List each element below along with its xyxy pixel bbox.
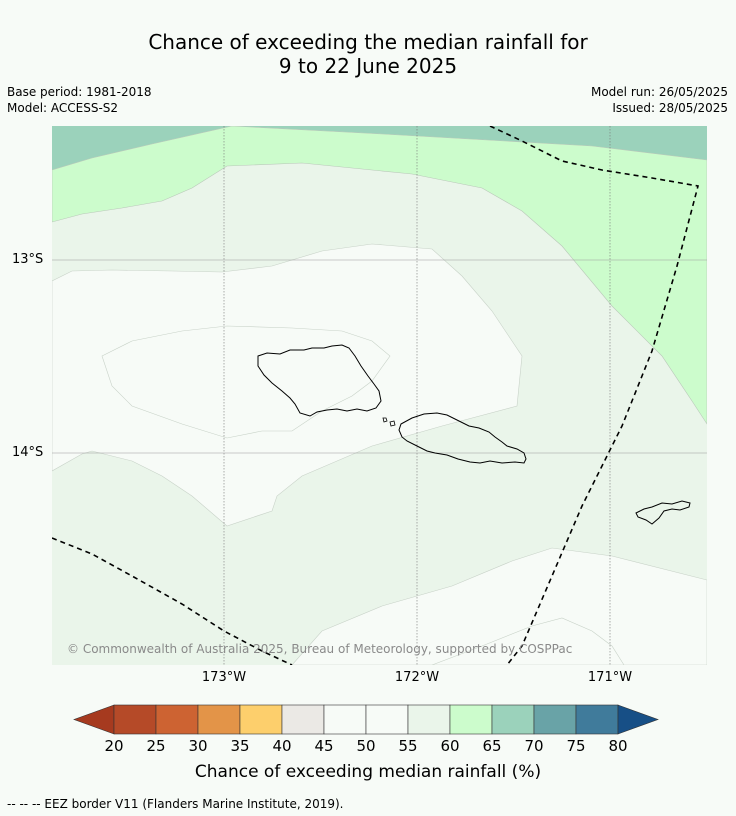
colorbar-tick-label: 70 (524, 737, 544, 755)
colorbar-tick-label: 35 (230, 737, 250, 755)
map-title: Chance of exceeding the median rainfall … (0, 30, 736, 78)
region-contour-se (431, 617, 625, 665)
region-45-50-contour (101, 325, 391, 439)
eez-border-southwest (52, 537, 293, 665)
eez-border-east (489, 126, 699, 665)
region-65-70 (52, 126, 707, 170)
colorbar-tick-label: 80 (608, 737, 628, 755)
title-line-1: Chance of exceeding the median rainfall … (148, 30, 588, 54)
colorbar-segment (155, 704, 199, 735)
colorbar-segment (365, 704, 409, 735)
issued-date: Issued: 28/05/2025 (612, 101, 728, 115)
region-50-55-south (291, 547, 707, 665)
colorbar-tick-label: 55 (398, 737, 418, 755)
colorbar-segment (197, 704, 241, 735)
colorbar-label: Chance of exceeding median rainfall (%) (194, 762, 542, 782)
model-run: Model run: 26/05/2025 (590, 85, 728, 99)
lat-label-13s: 13°S (12, 252, 44, 267)
colorbar-tick-label: 20 (104, 737, 124, 755)
lon-label-173w: 173°W (201, 670, 247, 685)
model-name: Model: ACCESS-S2 (7, 101, 119, 115)
title-line-2: 9 to 22 June 2025 (278, 54, 458, 78)
region-50-55 (52, 243, 523, 527)
colorbar-tick-label: 45 (314, 737, 334, 755)
lon-label-171w: 171°W (587, 670, 633, 685)
colorbar-tick-label: 40 (272, 737, 292, 755)
colorbar-tick-label: 75 (566, 737, 586, 755)
colorbar-segment (113, 704, 157, 735)
colorbar-segment (239, 704, 283, 735)
map-area (52, 126, 707, 665)
island-savaii (257, 344, 382, 417)
colorbar-segment (491, 704, 535, 735)
meta-right: Model run: 26/05/2025 Issued: 28/05/2025 (591, 84, 728, 116)
region-60-65 (52, 126, 707, 425)
colorbar-segment (281, 704, 325, 735)
colorbar-tick-label: 60 (440, 737, 460, 755)
lon-label-172w: 172°W (394, 670, 440, 685)
colorbar-segment (323, 704, 367, 735)
island-upolu (398, 412, 527, 464)
island-apolima (389, 420, 396, 427)
colorbar-extend-high (617, 704, 659, 735)
island-tutuila (635, 500, 691, 525)
meta-left: Base period: 1981-2018 Model: ACCESS-S2 (7, 84, 152, 116)
base-period: Base period: 1981-2018 (7, 85, 152, 99)
colorbar (73, 704, 659, 735)
eez-footnote: -- -- -- EEZ border V11 (Flanders Marine… (7, 797, 344, 811)
colorbar-segment (533, 704, 577, 735)
colorbar-segment (449, 704, 493, 735)
colorbar-tick-label: 25 (146, 737, 166, 755)
colorbar-tick-label: 50 (356, 737, 376, 755)
colorbar-extend-low (73, 704, 115, 735)
colorbar-tick-label: 30 (188, 737, 208, 755)
colorbar-tick-label: 65 (482, 737, 502, 755)
copyright-notice: © Commonwealth of Australia 2025, Bureau… (67, 642, 573, 656)
lat-label-14s: 14°S (12, 445, 44, 460)
colorbar-segment (407, 704, 451, 735)
island-manono (382, 417, 388, 423)
colorbar-segment (575, 704, 619, 735)
